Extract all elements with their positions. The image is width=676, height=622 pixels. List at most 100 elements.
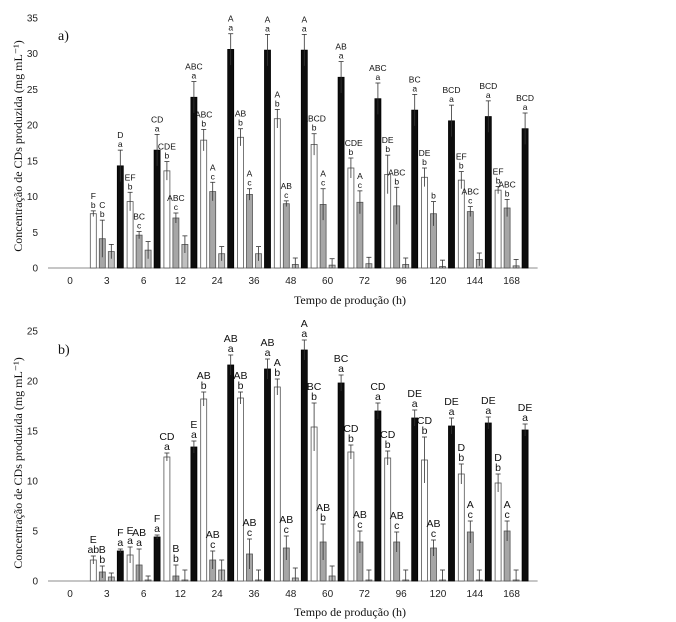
bar-s1 [237, 397, 244, 582]
significance-upper-label: AB [316, 502, 330, 514]
significance-lower-label: b [422, 157, 427, 167]
bar-s1 [457, 473, 465, 582]
significance-upper-label: CD [380, 429, 396, 441]
significance-lower-label: a [339, 51, 344, 61]
x-tick-label: 12 [175, 276, 187, 287]
y-tick-label: 25 [27, 327, 39, 338]
significance-upper-label: AB [260, 337, 274, 349]
significance-upper-label: EF [125, 172, 136, 182]
bar-s4 [227, 364, 235, 582]
x-tick-label: 168 [503, 589, 520, 600]
significance-upper-label: ABC [167, 193, 184, 203]
significance-lower-label: a [449, 406, 455, 418]
significance-upper-label: A [274, 357, 281, 369]
bar-s1 [421, 176, 428, 269]
significance-upper-label: D [458, 442, 466, 454]
bar-s1 [237, 136, 244, 269]
significance-upper-label: CDE [158, 142, 176, 152]
significance-upper-label: CD [343, 423, 359, 435]
bar-s1 [163, 456, 171, 582]
significance-upper-label: A [274, 89, 280, 99]
bar-s4 [116, 550, 124, 582]
bar-s1 [200, 398, 208, 582]
x-tick-label: 72 [359, 276, 371, 287]
x-tick-label: 144 [466, 276, 483, 287]
significance-lower-label: a [302, 23, 307, 33]
significance-lower-label: b [458, 452, 464, 464]
y-tick-label: 5 [32, 527, 38, 538]
significance-lower-label: b [274, 367, 280, 379]
y-tick-label: 10 [27, 477, 39, 488]
bar-s1 [126, 201, 134, 269]
bar-s4 [300, 49, 308, 269]
significance-lower-label: a [127, 535, 133, 547]
significance-lower-label: a [338, 363, 344, 375]
significance-lower-label: c [247, 527, 252, 539]
y-tick-label: 0 [32, 264, 38, 275]
significance-upper-label: A [467, 499, 474, 511]
bar-s4 [374, 410, 382, 582]
significance-lower-label: b [459, 161, 464, 171]
significance-lower-label: b [238, 118, 243, 128]
bar-s2 [246, 194, 253, 269]
bar-s1 [347, 167, 355, 269]
significance-lower-label: b [128, 181, 133, 191]
significance-upper-label: AB [279, 514, 293, 526]
significance-upper-label: E [190, 419, 197, 431]
significance-lower-label: c [211, 171, 216, 181]
significance-upper-label: ABCD [302, 114, 326, 124]
bar-s1 [89, 213, 97, 269]
bar-s4 [484, 422, 492, 582]
significance-upper-label: A [210, 162, 216, 172]
significance-upper-label: AB [390, 510, 404, 522]
y-tick-label: 5 [32, 228, 38, 239]
bar-s4 [264, 49, 271, 269]
significance-upper-label: CD [159, 431, 175, 443]
significance-upper-label: A [301, 318, 308, 330]
bar-s2 [466, 211, 474, 269]
significance-lower-label: b [320, 512, 326, 524]
significance-upper-label: E [90, 534, 97, 546]
significance-upper-label: A [247, 169, 253, 179]
x-tick-label: 24 [212, 589, 224, 600]
significance-lower-label: a [136, 537, 142, 549]
bar-s4 [227, 49, 235, 269]
significance-upper-label: AB [224, 333, 238, 345]
significance-upper-label: AB [233, 370, 247, 382]
significance-upper-label: BCD [516, 93, 534, 103]
x-tick-label: 3 [104, 589, 110, 600]
significance-lower-label: ab [87, 544, 99, 556]
significance-upper-label: BC [334, 353, 349, 365]
x-tick-label: 120 [430, 589, 447, 600]
bar-s4 [448, 120, 455, 269]
panel-b-xlabel: Tempo de produção (h) [294, 605, 406, 619]
significance-upper-label: BC [409, 74, 421, 84]
significance-lower-label: c [137, 221, 142, 231]
bar-s4 [374, 98, 382, 269]
significance-lower-label: b [505, 188, 510, 198]
significance-upper-label: DE [481, 395, 496, 407]
x-tick-label: 48 [285, 589, 297, 600]
significance-upper-label: F [91, 191, 96, 201]
bar-s1 [163, 170, 171, 269]
significance-upper-label: CD [151, 114, 163, 124]
significance-upper-label: A [228, 14, 234, 24]
significance-upper-label: DE [444, 396, 459, 408]
y-tick-label: 10 [27, 192, 39, 203]
significance-lower-label: a [118, 139, 123, 149]
significance-upper-label: AB [426, 518, 440, 530]
y-tick-label: 15 [27, 427, 39, 438]
significance-lower-label: b [431, 191, 436, 201]
bar-s4 [190, 96, 198, 269]
significance-lower-label: b [311, 391, 317, 403]
significance-lower-label: b [201, 118, 206, 128]
bar-s4 [264, 368, 271, 582]
bar-s4 [411, 417, 419, 582]
bar-s1 [273, 118, 281, 269]
significance-upper-label: BC [307, 381, 322, 393]
bar-s4 [337, 382, 345, 582]
bar-s2 [172, 217, 180, 269]
x-tick-label: 60 [322, 589, 334, 600]
x-tick-label: 24 [212, 276, 224, 287]
significance-lower-label: c [504, 509, 509, 521]
